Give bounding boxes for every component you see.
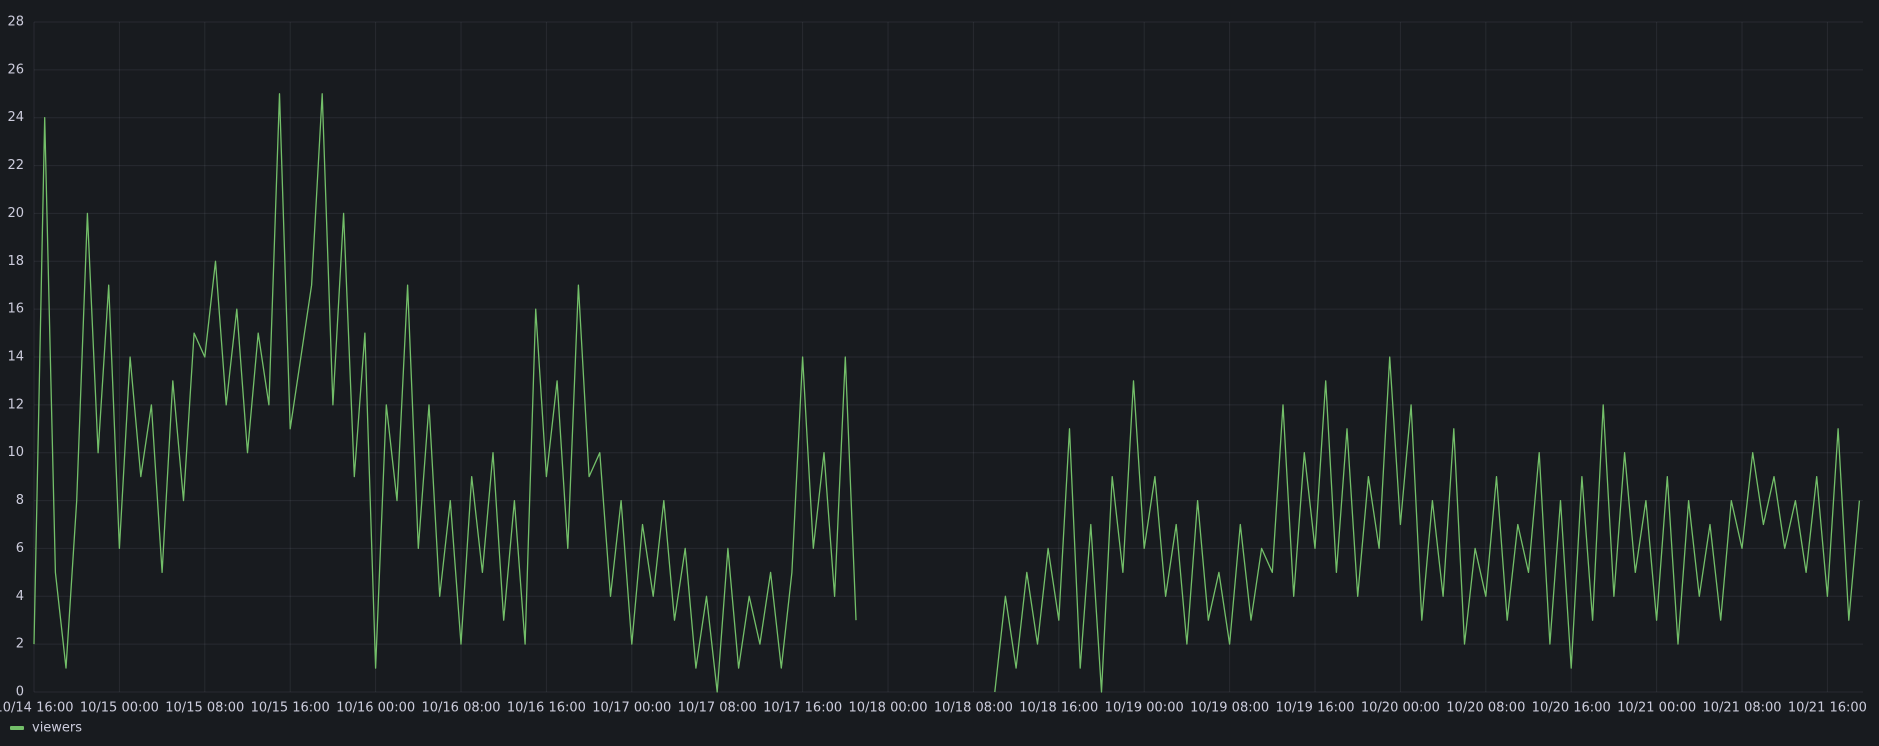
y-tick-label: 22 — [7, 158, 24, 173]
x-tick-label: 10/16 00:00 — [336, 701, 415, 716]
x-tick-label: 10/20 08:00 — [1446, 701, 1525, 716]
x-tick-label: 10/17 08:00 — [678, 701, 757, 716]
x-tick-label: 10/15 00:00 — [80, 701, 159, 716]
y-tick-label: 14 — [7, 350, 24, 365]
x-tick-label: 10/18 00:00 — [848, 701, 927, 716]
y-tick-label: 2 — [16, 637, 24, 652]
series-line — [33, 93, 1861, 693]
x-tick-label: 10/19 08:00 — [1190, 701, 1269, 716]
x-tick-label: 10/16 08:00 — [421, 701, 500, 716]
y-tick-label: 12 — [7, 397, 24, 412]
x-tick-label: 10/19 16:00 — [1275, 701, 1354, 716]
x-tick-label: 10/17 16:00 — [763, 701, 842, 716]
y-tick-label: 28 — [7, 15, 24, 30]
y-tick-label: 10 — [7, 445, 24, 460]
x-tick-label: 10/21 00:00 — [1617, 701, 1696, 716]
x-tick-label: 10/15 08:00 — [165, 701, 244, 716]
y-tick-label: 24 — [7, 110, 24, 125]
x-tick-label: 10/20 00:00 — [1361, 701, 1440, 716]
x-tick-label: 10/19 00:00 — [1105, 701, 1184, 716]
x-tick-label: 10/18 16:00 — [1019, 701, 1098, 716]
y-tick-label: 26 — [7, 62, 24, 77]
legend-label[interactable]: viewers — [32, 721, 82, 736]
x-tick-label: 10/15 16:00 — [251, 701, 330, 716]
y-tick-label: 4 — [16, 589, 24, 604]
x-tick-label: 10/21 16:00 — [1788, 701, 1867, 716]
y-tick-label: 8 — [16, 493, 24, 508]
legend-swatch — [10, 726, 24, 730]
y-tick-label: 0 — [16, 685, 24, 700]
x-tick-label: 10/21 08:00 — [1702, 701, 1781, 716]
x-tick-label: 10/16 16:00 — [507, 701, 586, 716]
y-tick-label: 20 — [7, 206, 24, 221]
x-tick-label: 10/14 16:00 — [0, 701, 74, 716]
x-tick-label: 10/17 00:00 — [592, 701, 671, 716]
y-tick-label: 6 — [16, 541, 24, 556]
y-tick-label: 18 — [7, 254, 24, 269]
x-tick-label: 10/20 16:00 — [1532, 701, 1611, 716]
x-tick-label: 10/18 08:00 — [934, 701, 1013, 716]
y-tick-label: 16 — [7, 302, 24, 317]
